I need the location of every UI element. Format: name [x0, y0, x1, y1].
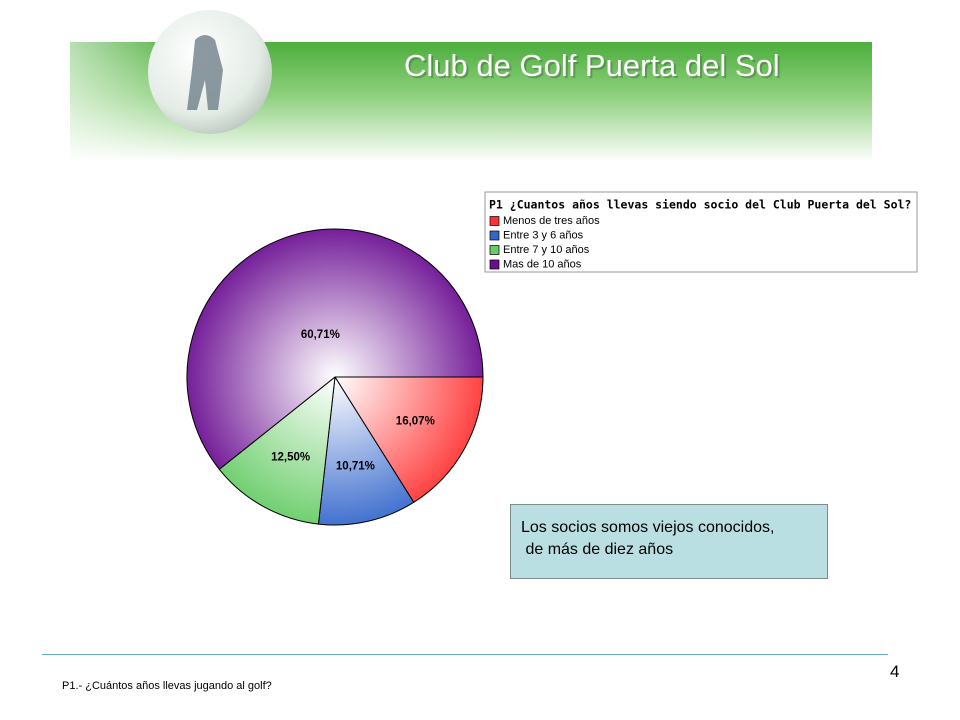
page-number: 4 [890, 662, 900, 681]
data-label: 16,07% [396, 415, 435, 427]
legend-label: Menos de tres años [503, 215, 600, 227]
divider [42, 654, 888, 655]
pie-slice [334, 376, 484, 504]
legend-swatch [489, 259, 500, 270]
footer: P1.- ¿Cuántos años llevas jugando al gol… [62, 680, 272, 692]
legend-swatch [489, 216, 500, 226]
legend-label: Mas de 10 años [503, 258, 582, 270]
note-box: Los socios somos viejos conocidos, de má… [510, 504, 828, 579]
note-line: de más de diez años [521, 541, 674, 558]
pie-slice [317, 375, 415, 526]
note-line: Los socios somos viejos conocidos, [521, 519, 775, 536]
data-label: 10,71% [336, 460, 375, 472]
legend-title: P1 ¿Cuantos años llevas siendo socio del… [489, 198, 911, 212]
legend-swatch [489, 245, 500, 255]
header-shadow: Club de Golf Puerta del Sol [406, 50, 782, 85]
header-title: Club de Golf Puerta del Sol [404, 48, 780, 83]
data-label: 60,71% [301, 329, 340, 341]
pie-slice [218, 375, 336, 525]
golfer [187, 35, 223, 110]
data-label: 12,50% [271, 451, 310, 463]
legend-swatch [489, 230, 500, 241]
legend-label: Entre 7 y 10 años [503, 244, 590, 256]
pie-slice [186, 228, 484, 470]
legend-box [484, 191, 918, 273]
legend-label: Entre 3 y 6 años [503, 229, 584, 241]
